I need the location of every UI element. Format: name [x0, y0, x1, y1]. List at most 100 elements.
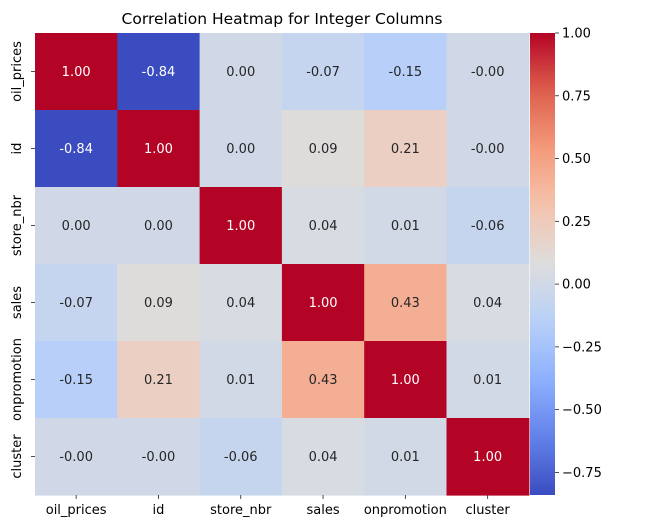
heatmap-cell-onpromotion-store_nbr — [199, 341, 283, 419]
heatmap-cell-cluster-cluster — [446, 418, 530, 496]
cell-label: 0.04 — [473, 296, 502, 311]
heatmap-cell-store_nbr-oil_prices — [35, 187, 118, 265]
heatmap-cell-cluster-id — [117, 418, 201, 496]
cell-labels: 1.00 -0.84 0.00 -0.07 -0.15 -0.00 -0.84 1.00 0.0… — [59, 65, 504, 465]
cell-label: 0.09 — [144, 296, 173, 311]
cell-label: -0.15 — [59, 373, 93, 388]
heatmap-cell-id-id — [117, 110, 201, 188]
heatmap-cell-sales-sales — [281, 264, 365, 342]
cell-label: 1.00 — [391, 373, 420, 388]
cell-label: 0.43 — [309, 373, 338, 388]
heatmap-cell-sales-cluster — [446, 264, 530, 342]
y-tick-label: onpromotion — [10, 338, 25, 421]
cell-label: 0.21 — [391, 142, 420, 157]
heatmap-cell-cluster-oil_prices — [35, 418, 118, 496]
cell-label: 0.00 — [226, 142, 255, 157]
y-tick-label: store_nbr — [10, 194, 25, 256]
heatmap-cell-oil_prices-oil_prices — [35, 33, 118, 111]
x-tick-label: sales — [306, 503, 339, 518]
heatmap-cell-oil_prices-onpromotion — [364, 33, 448, 111]
heatmap-cell-onpromotion-sales — [281, 341, 365, 419]
heatmap-cell-onpromotion-oil_prices — [35, 341, 118, 419]
x-tick-label: oil_prices — [46, 503, 107, 518]
colorbar-tick-label: −0.25 — [562, 340, 602, 355]
cell-label: -0.07 — [306, 65, 340, 80]
heatmap-cell-oil_prices-store_nbr — [199, 33, 283, 111]
cell-label: 1.00 — [473, 450, 502, 465]
heatmap-cell-oil_prices-cluster — [446, 33, 530, 111]
cell-label: -0.00 — [142, 450, 176, 465]
cell-label: 0.43 — [391, 296, 420, 311]
heatmap-cells — [35, 33, 530, 496]
cell-label: 0.04 — [226, 296, 255, 311]
colorbar-tick-label: 1.00 — [562, 27, 591, 42]
colorbar-tick-label: 0.00 — [562, 278, 591, 293]
heatmap-cell-id-onpromotion — [364, 110, 448, 188]
cell-label: 1.00 — [62, 65, 91, 80]
heatmap-cell-id-sales — [281, 110, 365, 188]
x-tick-label: onpromotion — [364, 503, 447, 518]
y-tick-label: sales — [10, 286, 25, 319]
heatmap-cell-oil_prices-sales — [281, 33, 365, 111]
cell-label: 1.00 — [226, 219, 255, 234]
cell-label: 0.09 — [309, 142, 338, 157]
cell-label: -0.15 — [389, 65, 423, 80]
cell-label: 0.00 — [226, 65, 255, 80]
heatmap-cell-store_nbr-cluster — [446, 187, 530, 265]
chart-title: Correlation Heatmap for Integer Columns — [122, 10, 443, 28]
heatmap-cell-id-store_nbr — [199, 110, 283, 188]
heatmap-cell-sales-oil_prices — [35, 264, 118, 342]
x-axis: oil_prices id store_nbr sales onpromotion clu… — [46, 495, 511, 518]
colorbar-gradient — [530, 33, 555, 495]
cell-label: -0.84 — [142, 65, 176, 80]
x-tick-label: store_nbr — [210, 503, 272, 518]
heatmap-cell-store_nbr-onpromotion — [364, 187, 448, 265]
heatmap-cell-onpromotion-onpromotion — [364, 341, 448, 419]
cell-label: 0.01 — [473, 373, 502, 388]
cell-label: -0.07 — [59, 296, 93, 311]
y-tick-label: cluster — [10, 434, 25, 479]
heatmap-cell-cluster-onpromotion — [364, 418, 448, 496]
heatmap-cell-id-cluster — [446, 110, 530, 188]
colorbar: 1.00 0.75 0.50 0.25 0.00 −0.25 −0.50 −0.75 — [530, 27, 602, 495]
cell-label: 0.04 — [309, 450, 338, 465]
colorbar-tick-label: 0.50 — [562, 152, 591, 167]
colorbar-tick-label: 0.75 — [562, 89, 591, 104]
cell-label: 1.00 — [144, 142, 173, 157]
heatmap-cell-sales-id — [117, 264, 201, 342]
heatmap-cell-store_nbr-store_nbr — [199, 187, 283, 265]
heatmap-cell-onpromotion-cluster — [446, 341, 530, 419]
cell-label: -0.00 — [59, 450, 93, 465]
cell-label: 1.00 — [309, 296, 338, 311]
heatmap-cell-sales-store_nbr — [199, 264, 283, 342]
cell-label: 0.01 — [391, 450, 420, 465]
heatmap-cell-id-oil_prices — [35, 110, 118, 188]
cell-label: 0.01 — [226, 373, 255, 388]
x-tick-label: cluster — [466, 503, 511, 518]
cell-label: 0.01 — [391, 219, 420, 234]
cell-label: 0.00 — [144, 219, 173, 234]
cell-label: -0.00 — [471, 65, 505, 80]
y-tick-label: id — [10, 143, 25, 155]
heatmap-cell-cluster-sales — [281, 418, 365, 496]
colorbar-tick-label: −0.50 — [562, 403, 602, 418]
cell-label: -0.00 — [471, 142, 505, 157]
heatmap-cell-sales-onpromotion — [364, 264, 448, 342]
heatmap-cell-cluster-store_nbr — [199, 418, 283, 496]
cell-label: -0.06 — [224, 450, 258, 465]
heatmap-cell-store_nbr-sales — [281, 187, 365, 265]
y-tick-label: oil_prices — [10, 41, 25, 102]
heatmap-cell-oil_prices-id — [117, 33, 201, 111]
cell-label: -0.06 — [471, 219, 505, 234]
cell-label: 0.04 — [309, 219, 338, 234]
heatmap-cell-store_nbr-id — [117, 187, 201, 265]
cell-label: 0.21 — [144, 373, 173, 388]
cell-label: -0.84 — [59, 142, 93, 157]
colorbar-tick-label: 0.25 — [562, 215, 591, 230]
x-tick-label: id — [153, 503, 165, 518]
cell-label: 0.00 — [62, 219, 91, 234]
heatmap-cell-onpromotion-id — [117, 341, 201, 419]
